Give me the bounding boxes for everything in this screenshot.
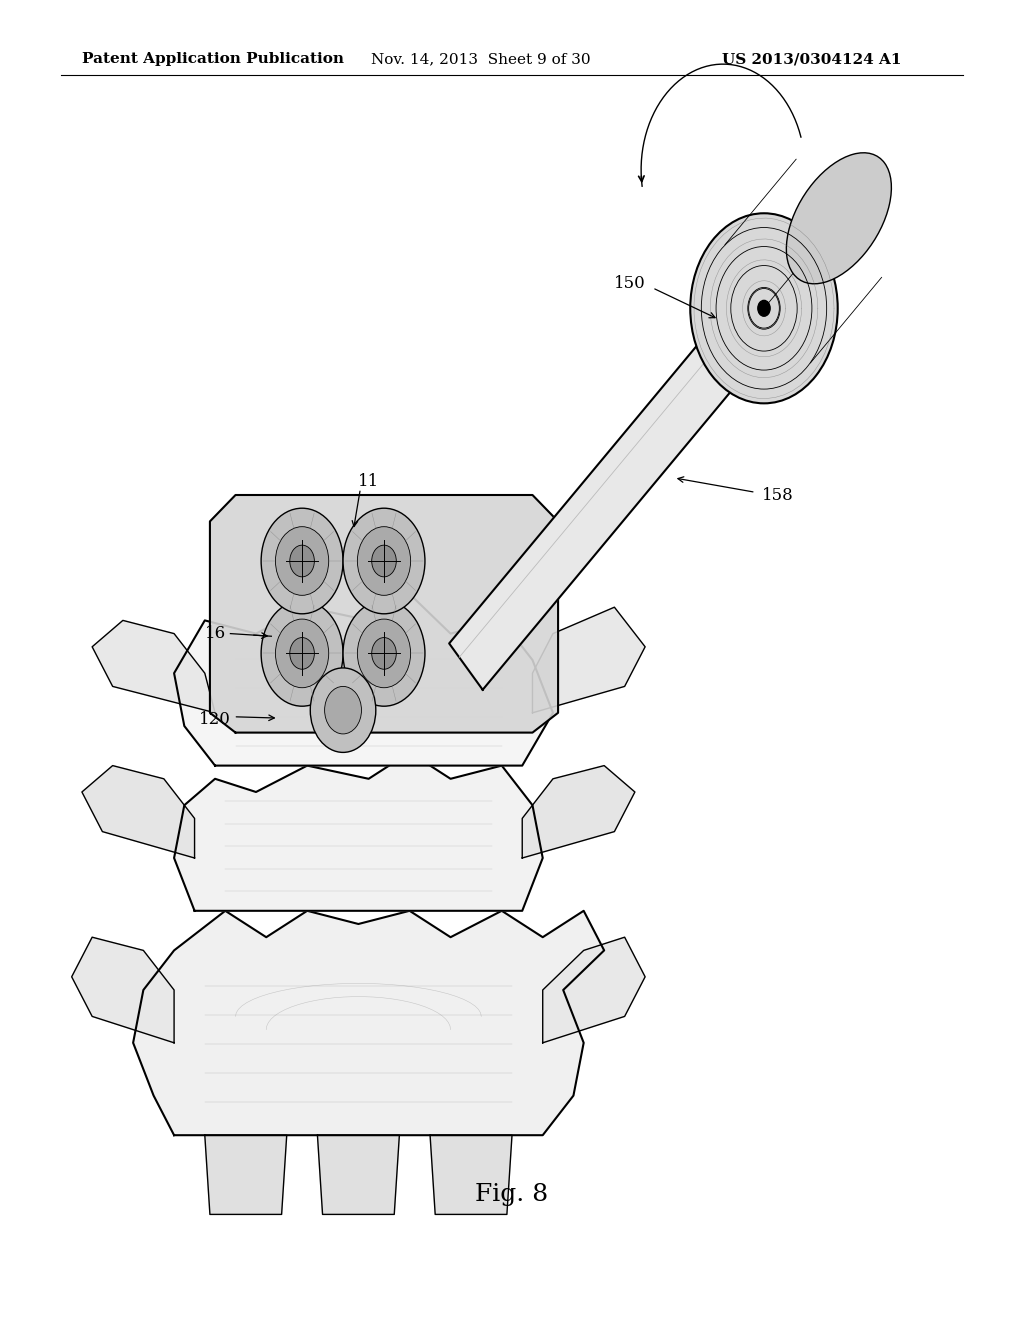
Text: US 2013/0304124 A1: US 2013/0304124 A1 — [722, 53, 901, 66]
Polygon shape — [450, 301, 767, 690]
Circle shape — [261, 601, 343, 706]
Polygon shape — [174, 752, 543, 911]
Circle shape — [372, 545, 396, 577]
Text: Fig. 8: Fig. 8 — [475, 1183, 549, 1206]
Circle shape — [357, 527, 411, 595]
Polygon shape — [317, 1135, 399, 1214]
Text: 158: 158 — [762, 487, 795, 503]
Circle shape — [343, 508, 425, 614]
Circle shape — [261, 508, 343, 614]
Circle shape — [290, 638, 314, 669]
Circle shape — [290, 545, 314, 577]
Circle shape — [310, 668, 376, 752]
Text: 120: 120 — [199, 711, 231, 727]
Polygon shape — [205, 1135, 287, 1214]
Circle shape — [325, 686, 361, 734]
Circle shape — [275, 619, 329, 688]
Polygon shape — [82, 766, 195, 858]
Polygon shape — [210, 495, 558, 733]
Polygon shape — [72, 937, 174, 1043]
Circle shape — [372, 638, 396, 669]
Circle shape — [343, 601, 425, 706]
Polygon shape — [543, 937, 645, 1043]
Polygon shape — [430, 1135, 512, 1214]
Circle shape — [758, 301, 770, 317]
Text: Patent Application Publication: Patent Application Publication — [82, 53, 344, 66]
Text: Nov. 14, 2013  Sheet 9 of 30: Nov. 14, 2013 Sheet 9 of 30 — [372, 53, 591, 66]
Polygon shape — [532, 607, 645, 713]
Polygon shape — [133, 911, 604, 1135]
Polygon shape — [92, 620, 215, 713]
Text: 16: 16 — [205, 626, 225, 642]
Circle shape — [275, 527, 329, 595]
Polygon shape — [174, 594, 553, 766]
Ellipse shape — [786, 153, 892, 284]
Circle shape — [357, 619, 411, 688]
Circle shape — [690, 214, 838, 404]
Text: 150: 150 — [613, 276, 646, 292]
Text: 11: 11 — [358, 474, 379, 490]
Polygon shape — [522, 766, 635, 858]
